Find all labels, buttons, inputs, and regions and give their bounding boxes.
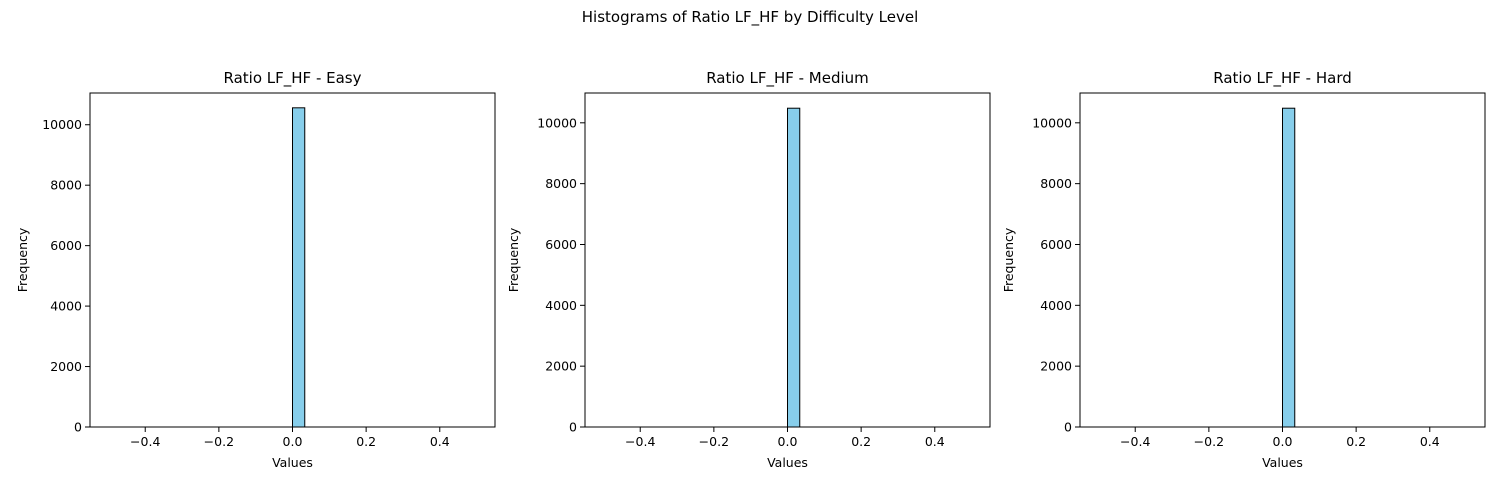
subplot-title: Ratio LF_HF - Easy	[224, 69, 362, 88]
y-tick-label: 2000	[545, 359, 577, 374]
y-tick-label: 6000	[545, 237, 577, 252]
x-tick-label: −0.2	[204, 434, 234, 449]
subplot-3: −0.4 −0.2 0.0 0.2 0.4 0 2000 4000 6000 8000 10000 R…	[1001, 69, 1486, 470]
x-tick-label: 0.4	[1420, 434, 1440, 449]
histogram-bar	[787, 107, 801, 428]
figure-title: Histograms of Ratio LF_HF by Difficulty …	[581, 8, 919, 26]
y-tick-label: 0	[74, 420, 82, 435]
x-axis-label: Values	[272, 455, 313, 470]
x-tick-label: 0.2	[851, 434, 871, 449]
y-tick-label: 10000	[1032, 115, 1072, 130]
subplot-title: Ratio LF_HF - Hard	[1213, 69, 1352, 88]
y-tick-label: 4000	[545, 298, 577, 313]
x-tick-label: −0.4	[1120, 434, 1150, 449]
y-tick-label: 8000	[545, 176, 577, 191]
x-tick-label: −0.2	[699, 434, 729, 449]
histogram-bar	[1282, 107, 1296, 428]
y-tick-label: 4000	[1040, 298, 1072, 313]
y-tick-label: 10000	[42, 117, 82, 132]
y-tick-label: 0	[569, 420, 577, 435]
y-tick-label: 8000	[1040, 176, 1072, 191]
y-tick-label: 8000	[50, 178, 82, 193]
x-tick-label: 0.0	[1273, 434, 1293, 449]
y-axis-label: Frequency	[15, 227, 30, 292]
y-tick-label: 10000	[537, 115, 577, 130]
x-axis-label: Values	[767, 455, 808, 470]
subplot-2: −0.4 −0.2 0.0 0.2 0.4 0 2000 4000 6000 8000 10000 R…	[506, 69, 991, 470]
y-tick-label: 2000	[50, 359, 82, 374]
y-tick-label: 2000	[1040, 359, 1072, 374]
x-tick-label: 0.2	[1346, 434, 1366, 449]
y-axis-label: Frequency	[1001, 227, 1016, 292]
x-tick-label: 0.4	[925, 434, 945, 449]
y-tick-label: 0	[1064, 420, 1072, 435]
x-tick-label: 0.0	[283, 434, 303, 449]
x-axis-label: Values	[1262, 455, 1303, 470]
subplot-title: Ratio LF_HF - Medium	[706, 69, 869, 88]
y-axis-label: Frequency	[506, 227, 521, 292]
histogram-bar	[292, 107, 306, 428]
y-tick-label: 4000	[50, 299, 82, 314]
y-tick-label: 6000	[1040, 237, 1072, 252]
y-tick-label: 6000	[50, 238, 82, 253]
x-tick-label: −0.4	[625, 434, 655, 449]
subplot-1: −0.4 −0.2 0.0 0.2 0.4 0 2000 4000 6000 8000 10000 R…	[15, 69, 496, 470]
x-tick-label: 0.2	[356, 434, 376, 449]
x-tick-label: −0.4	[130, 434, 160, 449]
x-tick-label: −0.2	[1194, 434, 1224, 449]
x-tick-label: 0.4	[430, 434, 450, 449]
x-tick-label: 0.0	[778, 434, 798, 449]
